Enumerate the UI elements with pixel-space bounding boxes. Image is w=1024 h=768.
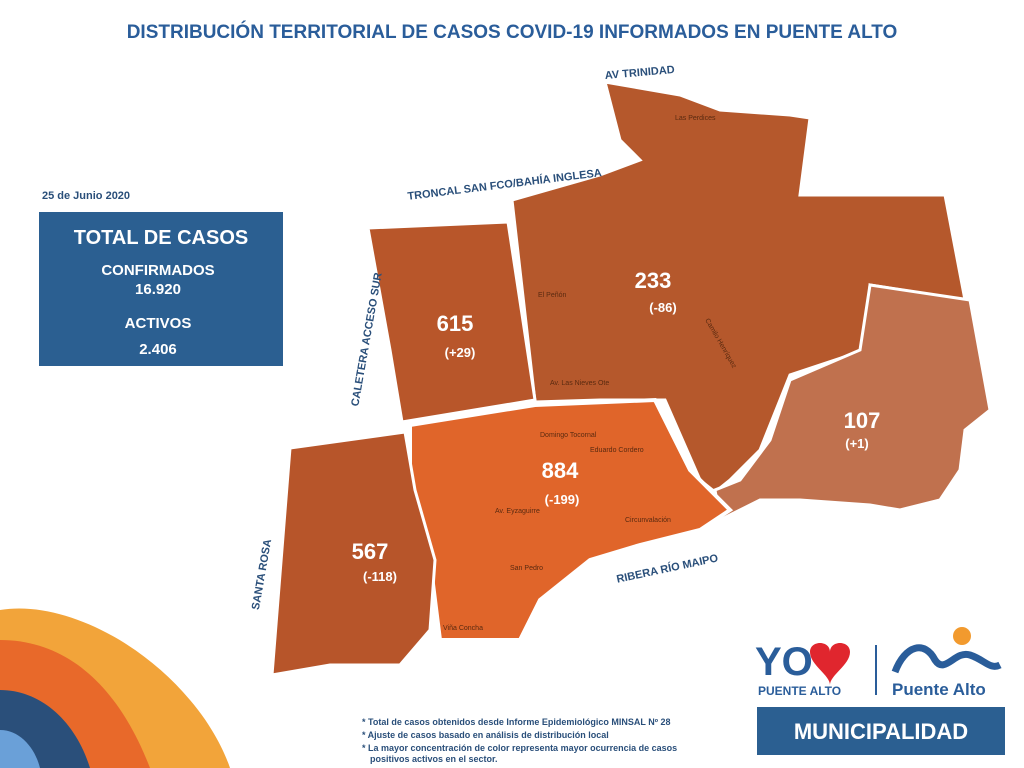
footnote: * Ajuste de casos basado en análisis de … <box>362 730 609 740</box>
heart-icon <box>810 643 850 685</box>
summary-label: CONFIRMADOS <box>101 262 214 279</box>
summary-value: 16.920 <box>135 281 181 298</box>
road-label: AV TRINIDAD <box>604 64 675 82</box>
road-label: SANTA ROSA <box>250 538 274 611</box>
summary-box <box>39 212 283 366</box>
banner <box>757 707 1005 755</box>
sector <box>713 283 992 523</box>
sector-count: 567 <box>352 539 389 564</box>
sector-count: 615 <box>437 311 474 336</box>
street-label: Domingo Tocornal <box>540 432 597 439</box>
sector-change: (+1) <box>845 436 868 451</box>
sector-count: 884 <box>542 458 579 483</box>
footnote: * La mayor concentración de color repres… <box>362 743 677 753</box>
logo-text: Puente Alto <box>892 680 986 699</box>
sector-change: (+29) <box>445 345 476 360</box>
sun-icon <box>953 627 971 645</box>
title: DISTRIBUCIÓN TERRITORIAL DE CASOS COVID-… <box>127 21 898 43</box>
street-label: Av. Las Nieves Ote <box>550 380 609 387</box>
sector-count: 233 <box>635 268 672 293</box>
street-label: Circunvalación <box>625 517 671 524</box>
sector-change: (-118) <box>363 569 397 584</box>
banner-text: MUNICIPALIDAD <box>794 719 968 744</box>
summary-label: ACTIVOS <box>125 315 192 332</box>
logo-mark <box>891 644 1002 674</box>
street-label: El Peñón <box>538 292 567 299</box>
street-label: Av. Eyzaguirre <box>495 508 540 515</box>
logo-text: YO <box>755 640 813 684</box>
sector <box>270 430 437 677</box>
street-label: Eduardo Cordero <box>590 447 644 454</box>
sector-count: 107 <box>844 408 881 433</box>
summary-title: TOTAL DE CASOS <box>74 227 248 249</box>
street-label: Las Perdices <box>675 115 716 122</box>
logo-text: PUENTE ALTO <box>758 684 841 698</box>
road-label: RIBERA RÍO MAIPO <box>615 551 719 585</box>
date: 25 de Junio 2020 <box>42 190 130 202</box>
street-label: San Pedro <box>510 565 543 572</box>
sector-change: (-199) <box>545 492 580 507</box>
sector-change: (-86) <box>649 300 676 315</box>
summary-value: 2.406 <box>139 341 177 358</box>
street-label: Viña Concha <box>443 625 483 632</box>
road-label: CALETERA ACCESO SUR <box>349 272 384 408</box>
footnote: * Total de casos obtenidos desde Informe… <box>362 717 671 727</box>
decoration <box>0 730 40 768</box>
footnote: positivos activos en el sector. <box>370 754 498 764</box>
sector <box>366 220 537 424</box>
